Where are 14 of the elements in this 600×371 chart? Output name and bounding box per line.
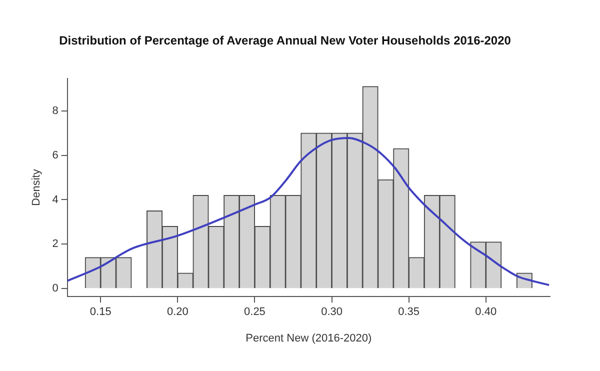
x-axis-title: Percent New (2016-2020)	[246, 332, 372, 344]
x-tick-label: 0.35	[398, 306, 420, 318]
x-tick-label: 0.15	[90, 306, 112, 318]
y-tick-label: 8	[52, 104, 58, 117]
x-tick-label: 0.40	[475, 306, 497, 318]
y-tick-label: 0	[52, 282, 58, 295]
x-tick-label: 0.25	[244, 306, 266, 318]
y-tick-label: 2	[52, 238, 58, 250]
chart-title: Distribution of Percentage of Average Annual New Voter Households 2016-2020	[59, 34, 512, 48]
x-tick-label: 0.20	[166, 306, 188, 318]
y-axis-title: Density	[30, 168, 43, 206]
x-tick-label: 0.30	[321, 306, 342, 318]
y-tick-label: 4	[52, 194, 58, 206]
y-tick-label: 6	[52, 149, 58, 162]
